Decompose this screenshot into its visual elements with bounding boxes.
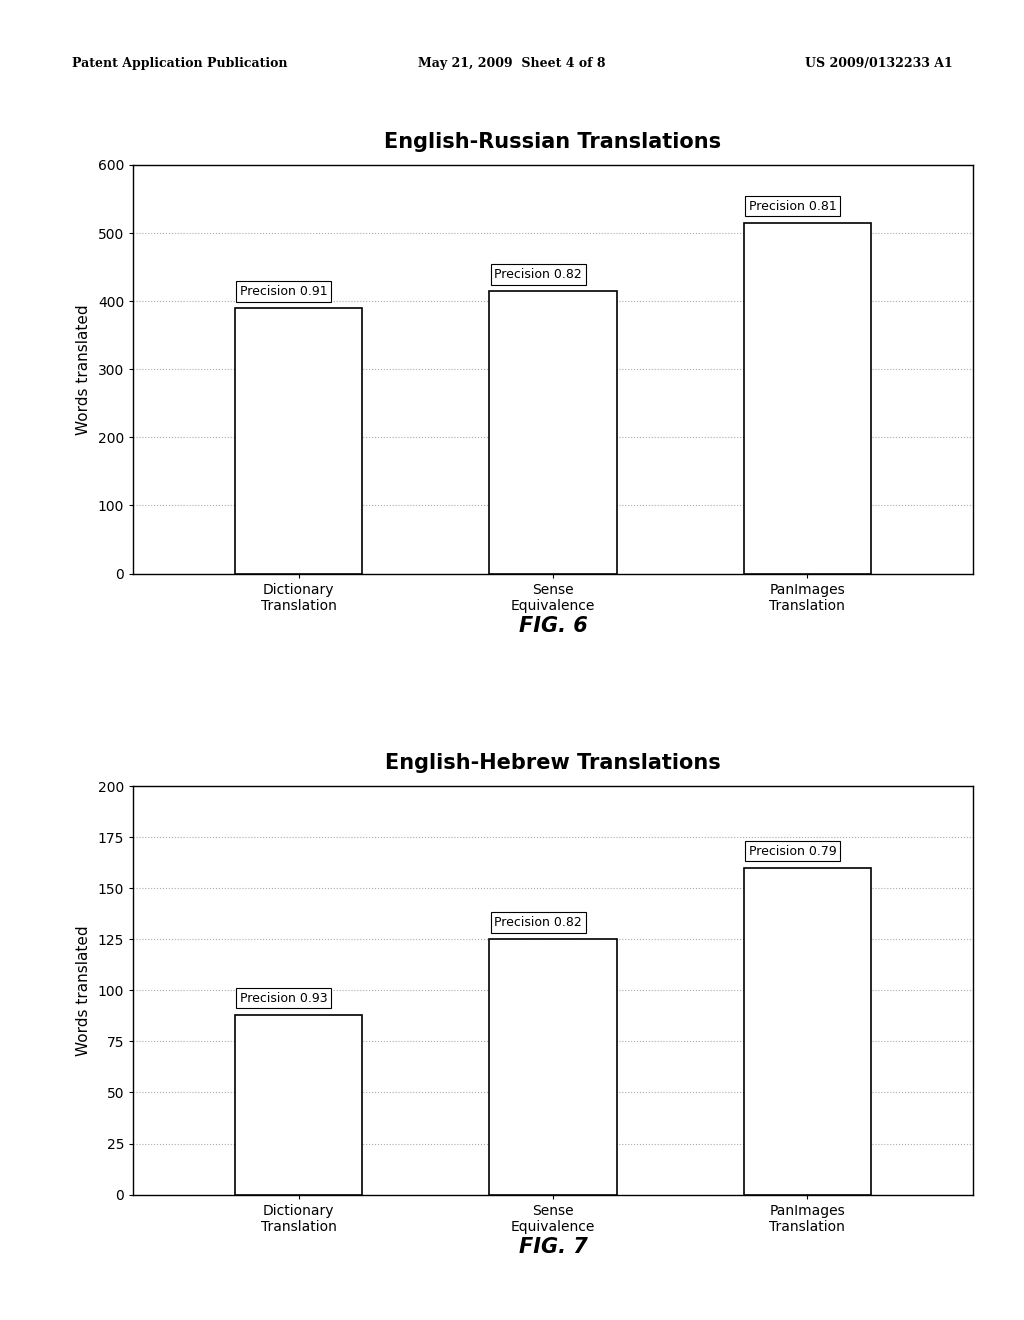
- Text: Precision 0.82: Precision 0.82: [495, 916, 583, 929]
- Text: Patent Application Publication: Patent Application Publication: [72, 57, 287, 70]
- Title: English-Hebrew Translations: English-Hebrew Translations: [385, 754, 721, 774]
- Text: FIG. 6: FIG. 6: [518, 616, 588, 636]
- Text: Precision 0.81: Precision 0.81: [749, 199, 837, 213]
- Bar: [489, 290, 616, 574]
- Bar: [743, 223, 871, 574]
- Bar: [489, 940, 616, 1195]
- Text: Precision 0.82: Precision 0.82: [495, 268, 583, 281]
- Bar: [234, 1015, 362, 1195]
- Text: FIG. 7: FIG. 7: [518, 1237, 588, 1257]
- Bar: [234, 308, 362, 574]
- Text: May 21, 2009  Sheet 4 of 8: May 21, 2009 Sheet 4 of 8: [418, 57, 606, 70]
- Bar: [743, 867, 871, 1195]
- Title: English-Russian Translations: English-Russian Translations: [384, 132, 722, 152]
- Y-axis label: Words translated: Words translated: [76, 304, 91, 434]
- Y-axis label: Words translated: Words translated: [76, 925, 91, 1056]
- Text: Precision 0.91: Precision 0.91: [240, 285, 328, 298]
- Text: US 2009/0132233 A1: US 2009/0132233 A1: [805, 57, 952, 70]
- Text: Precision 0.93: Precision 0.93: [240, 991, 328, 1005]
- Text: Precision 0.79: Precision 0.79: [749, 845, 837, 858]
